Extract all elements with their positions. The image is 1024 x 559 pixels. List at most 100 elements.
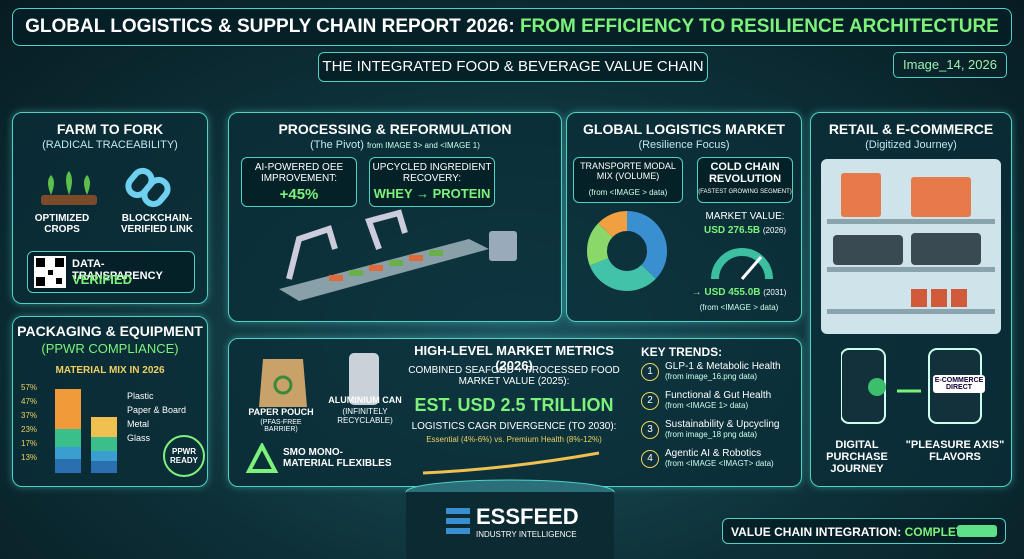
axis-label: 23% — [21, 425, 38, 434]
subtitle: THE INTEGRATED FOOD & BEVERAGE VALUE CHA… — [322, 58, 704, 75]
forecast-value: → USD 455.0B — [691, 287, 761, 298]
panel-source: from IMAGE 3> and <IMAGE 1) — [366, 141, 480, 150]
subtitle-box: THE INTEGRATED FOOD & BEVERAGE VALUE CHA… — [318, 52, 708, 82]
metrics-label: COMBINED SEAFOOD + PROCESSED FOOD MARKET… — [408, 365, 620, 387]
brand-subtitle: INDUSTRY INTELLIGENCE — [476, 530, 577, 539]
logistics-panel: GLOBAL LOGISTICS MARKET (Resilience Focu… — [566, 112, 802, 322]
legend-entry: Paper & Board — [127, 405, 187, 415]
ppwr-badge: PPWR READY — [163, 435, 205, 477]
status-box: VALUE CHAIN INTEGRATION: COMPLETE — [722, 518, 1006, 544]
status-label: VALUE CHAIN INTEGRATION: — [731, 525, 902, 539]
value-source: (from <IMAGE > data) — [699, 303, 779, 312]
forecast-year: (2031) — [763, 288, 787, 297]
trend-number: 4 — [641, 450, 659, 468]
panel-subtitle: (Resilience Focus) — [638, 139, 730, 151]
axis-label: 13% — [21, 453, 38, 462]
trend-source: (from image_18 png data) — [665, 430, 758, 439]
legend-entry: Glass — [127, 433, 151, 443]
trend-item: 3 Sustainability & Upcycling (from image_1… — [641, 419, 797, 448]
trend-item: 2 Functional & Gut Health (from <IMAGE 1> … — [641, 390, 797, 419]
panel-subtitle: (Digitized Journey) — [865, 139, 957, 151]
trend-name: Functional & Gut Health — [665, 390, 772, 401]
metrics-panel: PAPER POUCH (PFAS-FREE BARRIER) ALUMINIU… — [228, 338, 802, 487]
badge-text: PPWR READY — [169, 447, 198, 465]
trend-name: GLP-1 & Metabolic Health — [665, 361, 781, 372]
legend-entry: Plastic — [127, 391, 154, 401]
cagr-label: LOGISTICS CAGR DIVERGENCE (TO 2030): — [411, 421, 617, 432]
gauge — [711, 248, 773, 280]
brand: ESSFEED — [476, 504, 579, 529]
cagr-arrow — [422, 451, 600, 475]
trend-source: (from image_16.png data) — [665, 372, 758, 381]
axis-label: 37% — [21, 411, 38, 420]
packaging-panel: PACKAGING & EQUIPMENT (PPWR COMPLIANCE) … — [12, 316, 208, 487]
pedestal — [405, 479, 615, 559]
metric-box: UPCYCLED INGREDIENT RECOVERY: WHEY → PRO… — [369, 157, 495, 207]
chart-title: MATERIAL MIX IN 2026 — [55, 365, 165, 376]
metrics-value: EST. USD 2.5 TRILLION — [414, 395, 614, 415]
shelf-illustration — [821, 159, 1001, 334]
legend: Plastic Paper & Board Metal Glass — [127, 391, 203, 447]
title-bar: GLOBAL LOGISTICS & SUPPLY CHAIN REPORT 2… — [12, 8, 1012, 46]
trend-number: 2 — [641, 392, 659, 410]
trends-title: KEY TRENDS: — [641, 345, 723, 359]
market-value: USD 276.5B — [703, 225, 761, 236]
trend-name: Sustainability & Upcycling — [665, 419, 780, 430]
conveyor-illustration — [279, 209, 517, 301]
modal-donut — [587, 211, 667, 291]
badge-box: DATA-TRANSPARENCY VERIFIED — [27, 251, 195, 293]
farm-panel: FARM TO FORK (RADICAL TRACEABILITY) OPTI… — [12, 112, 208, 304]
retail-item: "PLEASURE AXIS" FLAVORS — [905, 439, 1005, 463]
recycle-icon — [245, 443, 279, 473]
material-name: SMO MONO-MATERIAL FLEXIBLES — [283, 447, 392, 469]
phone-label: E-COMMERCE DIRECT — [933, 375, 985, 393]
farm-item: OPTIMIZED CROPS — [34, 213, 90, 235]
cold-subtitle: (FASTEST GROWING SEGMENT) — [698, 189, 792, 195]
modal-box: TRANSPORTE MODAL MIX (VOLUME) (from <IMA… — [573, 157, 683, 203]
metric-box: AI-POWERED OEE IMPROVEMENT: +45% — [241, 157, 357, 207]
status-value: COMPLETE — [904, 525, 972, 539]
market-label: MARKET VALUE: — [705, 211, 785, 222]
axis-label: 57% — [21, 383, 38, 392]
material-name: PAPER POUCH — [248, 407, 314, 417]
progress-bar — [957, 525, 997, 537]
trend-name: Agentic AI & Robotics — [665, 448, 762, 459]
panel-subtitle: (PPWR COMPLIANCE) — [41, 341, 179, 356]
trend-number: 1 — [641, 363, 659, 381]
metric-label: UPCYCLED INGREDIENT RECOVERY: — [372, 162, 492, 184]
tag: Image_14, 2026 — [903, 57, 997, 72]
metric-value: WHEY → PROTEIN — [373, 186, 491, 201]
processing-panel: PROCESSING & REFORMULATION (The Pivot) f… — [228, 112, 562, 322]
material-bars — [55, 389, 117, 473]
panel-subtitle: (The Pivot) — [310, 139, 364, 151]
tag-box: Image_14, 2026 — [893, 52, 1007, 78]
panel-title: RETAIL & E-COMMERCE — [828, 121, 994, 137]
metric-value: +45% — [279, 186, 319, 203]
panel-title: FARM TO FORK — [56, 121, 164, 137]
modal-source: (from <IMAGE > data) — [588, 188, 668, 197]
material-icons — [259, 353, 379, 407]
axis-label: 17% — [21, 439, 38, 448]
title: GLOBAL LOGISTICS & SUPPLY CHAIN REPORT 2… — [25, 16, 515, 37]
modal-label: TRANSPORTE MODAL MIX (VOLUME) — [580, 161, 676, 181]
retail-item: DIGITAL PURCHASE JOURNEY — [826, 439, 888, 475]
market-year: (2026) — [762, 226, 787, 235]
panel-title: GLOBAL LOGISTICS MARKET — [583, 121, 785, 137]
material-note: (INFINITELY RECYCLABLE) — [337, 407, 393, 425]
panel-title: PACKAGING & EQUIPMENT — [17, 323, 203, 339]
panel-subtitle: (RADICAL TRACEABILITY) — [42, 139, 178, 151]
badge-label: DATA-TRANSPARENCY — [72, 258, 163, 282]
trend-number: 3 — [641, 421, 659, 439]
material-note: (PFAS-FREE BARRIER) — [260, 419, 302, 433]
trend-item: 1 GLP-1 & Metabolic Health (from image_16.… — [641, 361, 797, 390]
qr-code — [34, 256, 66, 288]
metrics-title: HIGH-LEVEL MARKET METRICS (2026) — [414, 343, 614, 373]
panel-title: PROCESSING & REFORMULATION — [278, 121, 512, 137]
cold-box: COLD CHAIN REVOLUTION (FASTEST GROWING S… — [697, 157, 793, 203]
retail-panel: RETAIL & E-COMMERCE (Digitized Journey) … — [810, 112, 1012, 487]
metric-label: AI-POWERED OEE IMPROVEMENT: — [254, 162, 344, 184]
farm-item: BLOCKCHAIN-VERIFIED LINK — [120, 213, 194, 235]
trend-source: (from <IMAGE 1> data) — [665, 401, 749, 410]
axis-labels: 57% 47% 37% 23% 17% 13% — [21, 383, 51, 467]
